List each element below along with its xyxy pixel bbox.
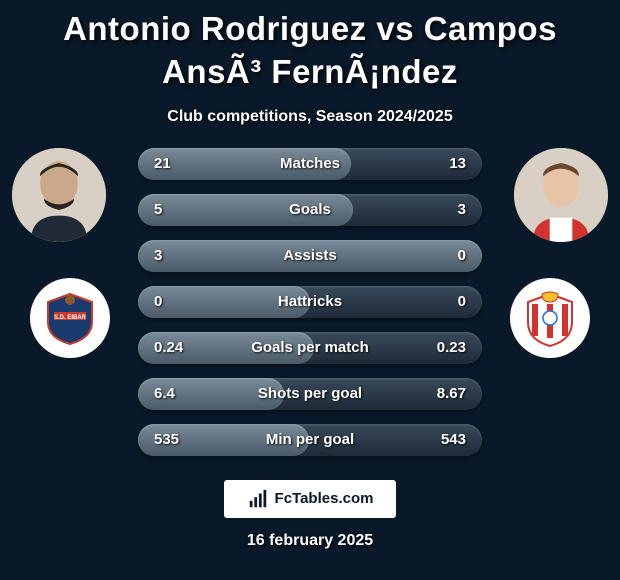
stat-label: Hattricks <box>208 293 412 310</box>
stat-row: 6.4Shots per goal8.67 <box>138 378 482 410</box>
club-right-badge <box>510 278 590 358</box>
stat-row: 0Hattricks0 <box>138 286 482 318</box>
footer-date: 16 february 2025 <box>0 532 620 550</box>
stat-label: Goals per match <box>208 339 412 356</box>
club-left-badge: S.D. EIBAR <box>30 278 110 358</box>
stat-value-right: 0.23 <box>412 339 482 356</box>
footer-site-label: FcTables.com <box>275 490 374 507</box>
stat-value-left: 6.4 <box>138 385 208 402</box>
stat-row: 535Min per goal543 <box>138 424 482 456</box>
page-title: Antonio Rodriguez vs Campos AnsÃ³ FernÃ¡… <box>0 0 620 94</box>
stat-row: 0.24Goals per match0.23 <box>138 332 482 364</box>
stat-label: Matches <box>208 155 412 172</box>
stat-value-right: 0 <box>412 293 482 310</box>
person-icon <box>12 148 106 242</box>
chart-icon <box>247 488 269 510</box>
stats-rows: 21Matches135Goals33Assists00Hattricks00.… <box>138 148 482 456</box>
stat-value-left: 0 <box>138 293 208 310</box>
stat-value-right: 13 <box>412 155 482 172</box>
footer-logo: FcTables.com <box>224 480 396 518</box>
stat-value-left: 5 <box>138 201 208 218</box>
subtitle: Club competitions, Season 2024/2025 <box>0 108 620 126</box>
player-right-avatar <box>514 148 608 242</box>
shield-icon <box>520 288 580 348</box>
stat-row: 21Matches13 <box>138 148 482 180</box>
shield-icon: S.D. EIBAR <box>40 288 100 348</box>
stat-label: Min per goal <box>208 431 412 448</box>
person-icon <box>514 148 608 242</box>
stat-row: 5Goals3 <box>138 194 482 226</box>
player-left-avatar <box>12 148 106 242</box>
stats-area: S.D. EIBAR 21Matches135Goals33Assists00H… <box>0 148 620 456</box>
stat-row: 3Assists0 <box>138 240 482 272</box>
stat-value-left: 535 <box>138 431 208 448</box>
stat-value-left: 21 <box>138 155 208 172</box>
svg-text:S.D. EIBAR: S.D. EIBAR <box>54 315 87 321</box>
stat-label: Assists <box>208 247 412 264</box>
stat-value-right: 0 <box>412 247 482 264</box>
stat-value-right: 543 <box>412 431 482 448</box>
stat-label: Shots per goal <box>208 385 412 402</box>
stat-label: Goals <box>208 201 412 218</box>
stat-value-left: 3 <box>138 247 208 264</box>
stat-value-right: 8.67 <box>412 385 482 402</box>
stat-value-right: 3 <box>412 201 482 218</box>
stat-value-left: 0.24 <box>138 339 208 356</box>
